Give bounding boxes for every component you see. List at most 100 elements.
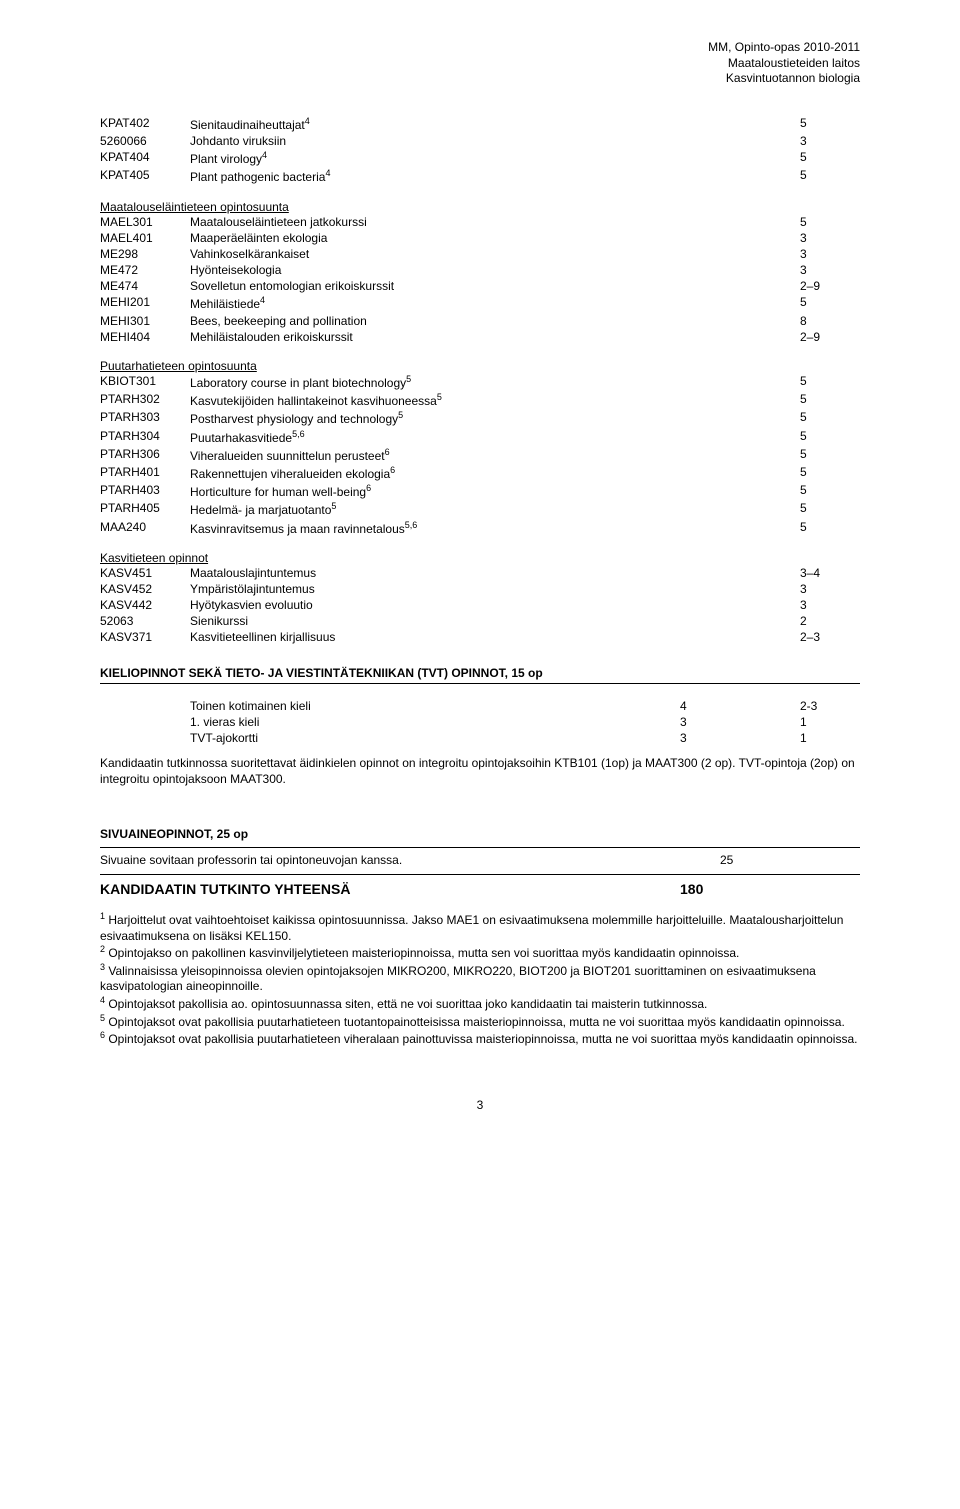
course-row: KBIOT301Laboratory course in plant biote… bbox=[100, 373, 860, 391]
course-code: MAEL401 bbox=[100, 230, 190, 246]
block-heading: Kasvitieteen opinnot bbox=[100, 551, 860, 565]
course-code: 52063 bbox=[100, 613, 190, 629]
course-row: PTARH303Postharvest physiology and techn… bbox=[100, 409, 860, 427]
course-code: ME472 bbox=[100, 262, 190, 278]
language-section-title: KIELIOPINNOT SEKÄ TIETO- JA VIESTINTÄTEK… bbox=[100, 666, 860, 684]
course-code: ME474 bbox=[100, 278, 190, 294]
course-block: Maatalouseläintieteen opintosuunta MAEL3… bbox=[100, 200, 860, 346]
course-row: PTARH401Rakennettujen viheralueiden ekol… bbox=[100, 464, 860, 482]
minor-row-label: Sivuaine sovitaan professorin tai opinto… bbox=[100, 853, 720, 869]
minor-section-title: SIVUAINEOPINNOT, 25 op bbox=[100, 827, 860, 841]
course-code: PTARH403 bbox=[100, 482, 190, 500]
lang-col1: 4 bbox=[680, 698, 800, 714]
superscript: 5,6 bbox=[405, 520, 418, 530]
footnote: 1 Harjoittelut ovat vaihtoehtoiset kaiki… bbox=[100, 911, 860, 944]
course-value: 5 bbox=[800, 149, 860, 167]
course-block: Kasvitieteen opinnot KASV451Maatalouslaj… bbox=[100, 551, 860, 646]
course-label: Mehiläistalouden erikoiskurssit bbox=[190, 329, 800, 345]
lang-col1: 3 bbox=[680, 730, 800, 746]
header-line: Kasvintuotannon biologia bbox=[726, 71, 860, 85]
course-label: Mehiläistiede4 bbox=[190, 294, 800, 312]
page-number: 3 bbox=[100, 1098, 860, 1112]
course-label: Postharvest physiology and technology5 bbox=[190, 409, 800, 427]
course-code: MAEL301 bbox=[100, 214, 190, 230]
course-value: 5 bbox=[800, 409, 860, 427]
course-code: KPAT402 bbox=[100, 115, 190, 133]
course-code: KBIOT301 bbox=[100, 373, 190, 391]
superscript: 4 bbox=[262, 150, 267, 160]
doc-header: MM, Opinto-opas 2010-2011 Maataloustiete… bbox=[100, 40, 860, 87]
lang-col1: 3 bbox=[680, 714, 800, 730]
lang-col2: 2-3 bbox=[800, 698, 860, 714]
course-value: 2–9 bbox=[800, 278, 860, 294]
course-label: Kasvutekijöiden hallintakeinot kasvihuon… bbox=[190, 391, 800, 409]
course-row: MEHI404Mehiläistalouden erikoiskurssit2–… bbox=[100, 329, 860, 345]
footnote-num: 5 bbox=[100, 1013, 105, 1023]
course-value: 5 bbox=[800, 214, 860, 230]
block-heading: Maatalouseläintieteen opintosuunta bbox=[100, 200, 860, 214]
course-row: KPAT402Sienitaudinaiheuttajat45 bbox=[100, 115, 860, 133]
course-label: Sienitaudinaiheuttajat4 bbox=[190, 115, 800, 133]
course-label: Rakennettujen viheralueiden ekologia6 bbox=[190, 464, 800, 482]
course-code: KPAT405 bbox=[100, 167, 190, 185]
course-value: 5 bbox=[800, 500, 860, 518]
footnote: 4 Opintojaksot pakollisia ao. opintosuun… bbox=[100, 995, 860, 1013]
course-value: 3 bbox=[800, 262, 860, 278]
course-value: 8 bbox=[800, 313, 860, 329]
lang-col2: 1 bbox=[800, 714, 860, 730]
course-value: 3–4 bbox=[800, 565, 860, 581]
course-value: 5 bbox=[800, 464, 860, 482]
superscript: 5 bbox=[398, 410, 403, 420]
course-value: 3 bbox=[800, 246, 860, 262]
footnote: 5 Opintojaksot ovat pakollisia puutarhat… bbox=[100, 1013, 860, 1031]
course-code: PTARH306 bbox=[100, 446, 190, 464]
course-code: 5260066 bbox=[100, 133, 190, 149]
course-row: PTARH306Viheralueiden suunnittelun perus… bbox=[100, 446, 860, 464]
superscript: 4 bbox=[305, 116, 310, 126]
block-heading: Puutarhatieteen opintosuunta bbox=[100, 359, 860, 373]
course-value: 5 bbox=[800, 294, 860, 312]
course-code: MEHI301 bbox=[100, 313, 190, 329]
course-value: 5 bbox=[800, 373, 860, 391]
minor-row-value: 25 bbox=[720, 853, 860, 869]
course-row: ME472Hyönteisekologia3 bbox=[100, 262, 860, 278]
superscript: 6 bbox=[390, 465, 395, 475]
course-label: Maatalouseläintieteen jatkokurssi bbox=[190, 214, 800, 230]
course-row: MEHI201Mehiläistiede45 bbox=[100, 294, 860, 312]
superscript: 4 bbox=[325, 168, 330, 178]
course-row: MAA240Kasvinravitsemus ja maan ravinneta… bbox=[100, 519, 860, 537]
course-code: KASV451 bbox=[100, 565, 190, 581]
total-row: KANDIDAATIN TUTKINTO YHTEENSÄ 180 bbox=[100, 881, 860, 897]
superscript: 6 bbox=[385, 447, 390, 457]
superscript: 5,6 bbox=[292, 429, 305, 439]
course-code: KASV371 bbox=[100, 629, 190, 645]
course-label: Maaperäeläinten ekologia bbox=[190, 230, 800, 246]
course-value: 2–3 bbox=[800, 629, 860, 645]
course-code: KPAT404 bbox=[100, 149, 190, 167]
course-value: 3 bbox=[800, 230, 860, 246]
course-value: 5 bbox=[800, 115, 860, 133]
superscript: 4 bbox=[260, 295, 265, 305]
header-line: Maataloustieteiden laitos bbox=[728, 56, 860, 70]
course-code: PTARH405 bbox=[100, 500, 190, 518]
course-row: PTARH304Puutarhakasvitiede5,65 bbox=[100, 428, 860, 446]
course-label: Kasvitieteellinen kirjallisuus bbox=[190, 629, 800, 645]
course-label: Hyönteisekologia bbox=[190, 262, 800, 278]
course-value: 2–9 bbox=[800, 329, 860, 345]
course-code: PTARH302 bbox=[100, 391, 190, 409]
course-value: 2 bbox=[800, 613, 860, 629]
language-row: Toinen kotimainen kieli42-3 bbox=[100, 698, 860, 714]
course-label: Horticulture for human well-being6 bbox=[190, 482, 800, 500]
lang-label: TVT-ajokortti bbox=[190, 730, 680, 746]
course-value: 5 bbox=[800, 446, 860, 464]
course-row: KASV371Kasvitieteellinen kirjallisuus2–3 bbox=[100, 629, 860, 645]
lang-label: 1. vieras kieli bbox=[190, 714, 680, 730]
course-code: MAA240 bbox=[100, 519, 190, 537]
course-row: 52063Sienikurssi2 bbox=[100, 613, 860, 629]
lang-col2: 1 bbox=[800, 730, 860, 746]
course-value: 5 bbox=[800, 391, 860, 409]
course-label: Sienikurssi bbox=[190, 613, 800, 629]
course-row: PTARH403Horticulture for human well-bein… bbox=[100, 482, 860, 500]
page: MM, Opinto-opas 2010-2011 Maataloustiete… bbox=[0, 0, 960, 1152]
course-row: PTARH405Hedelmä- ja marjatuotanto55 bbox=[100, 500, 860, 518]
